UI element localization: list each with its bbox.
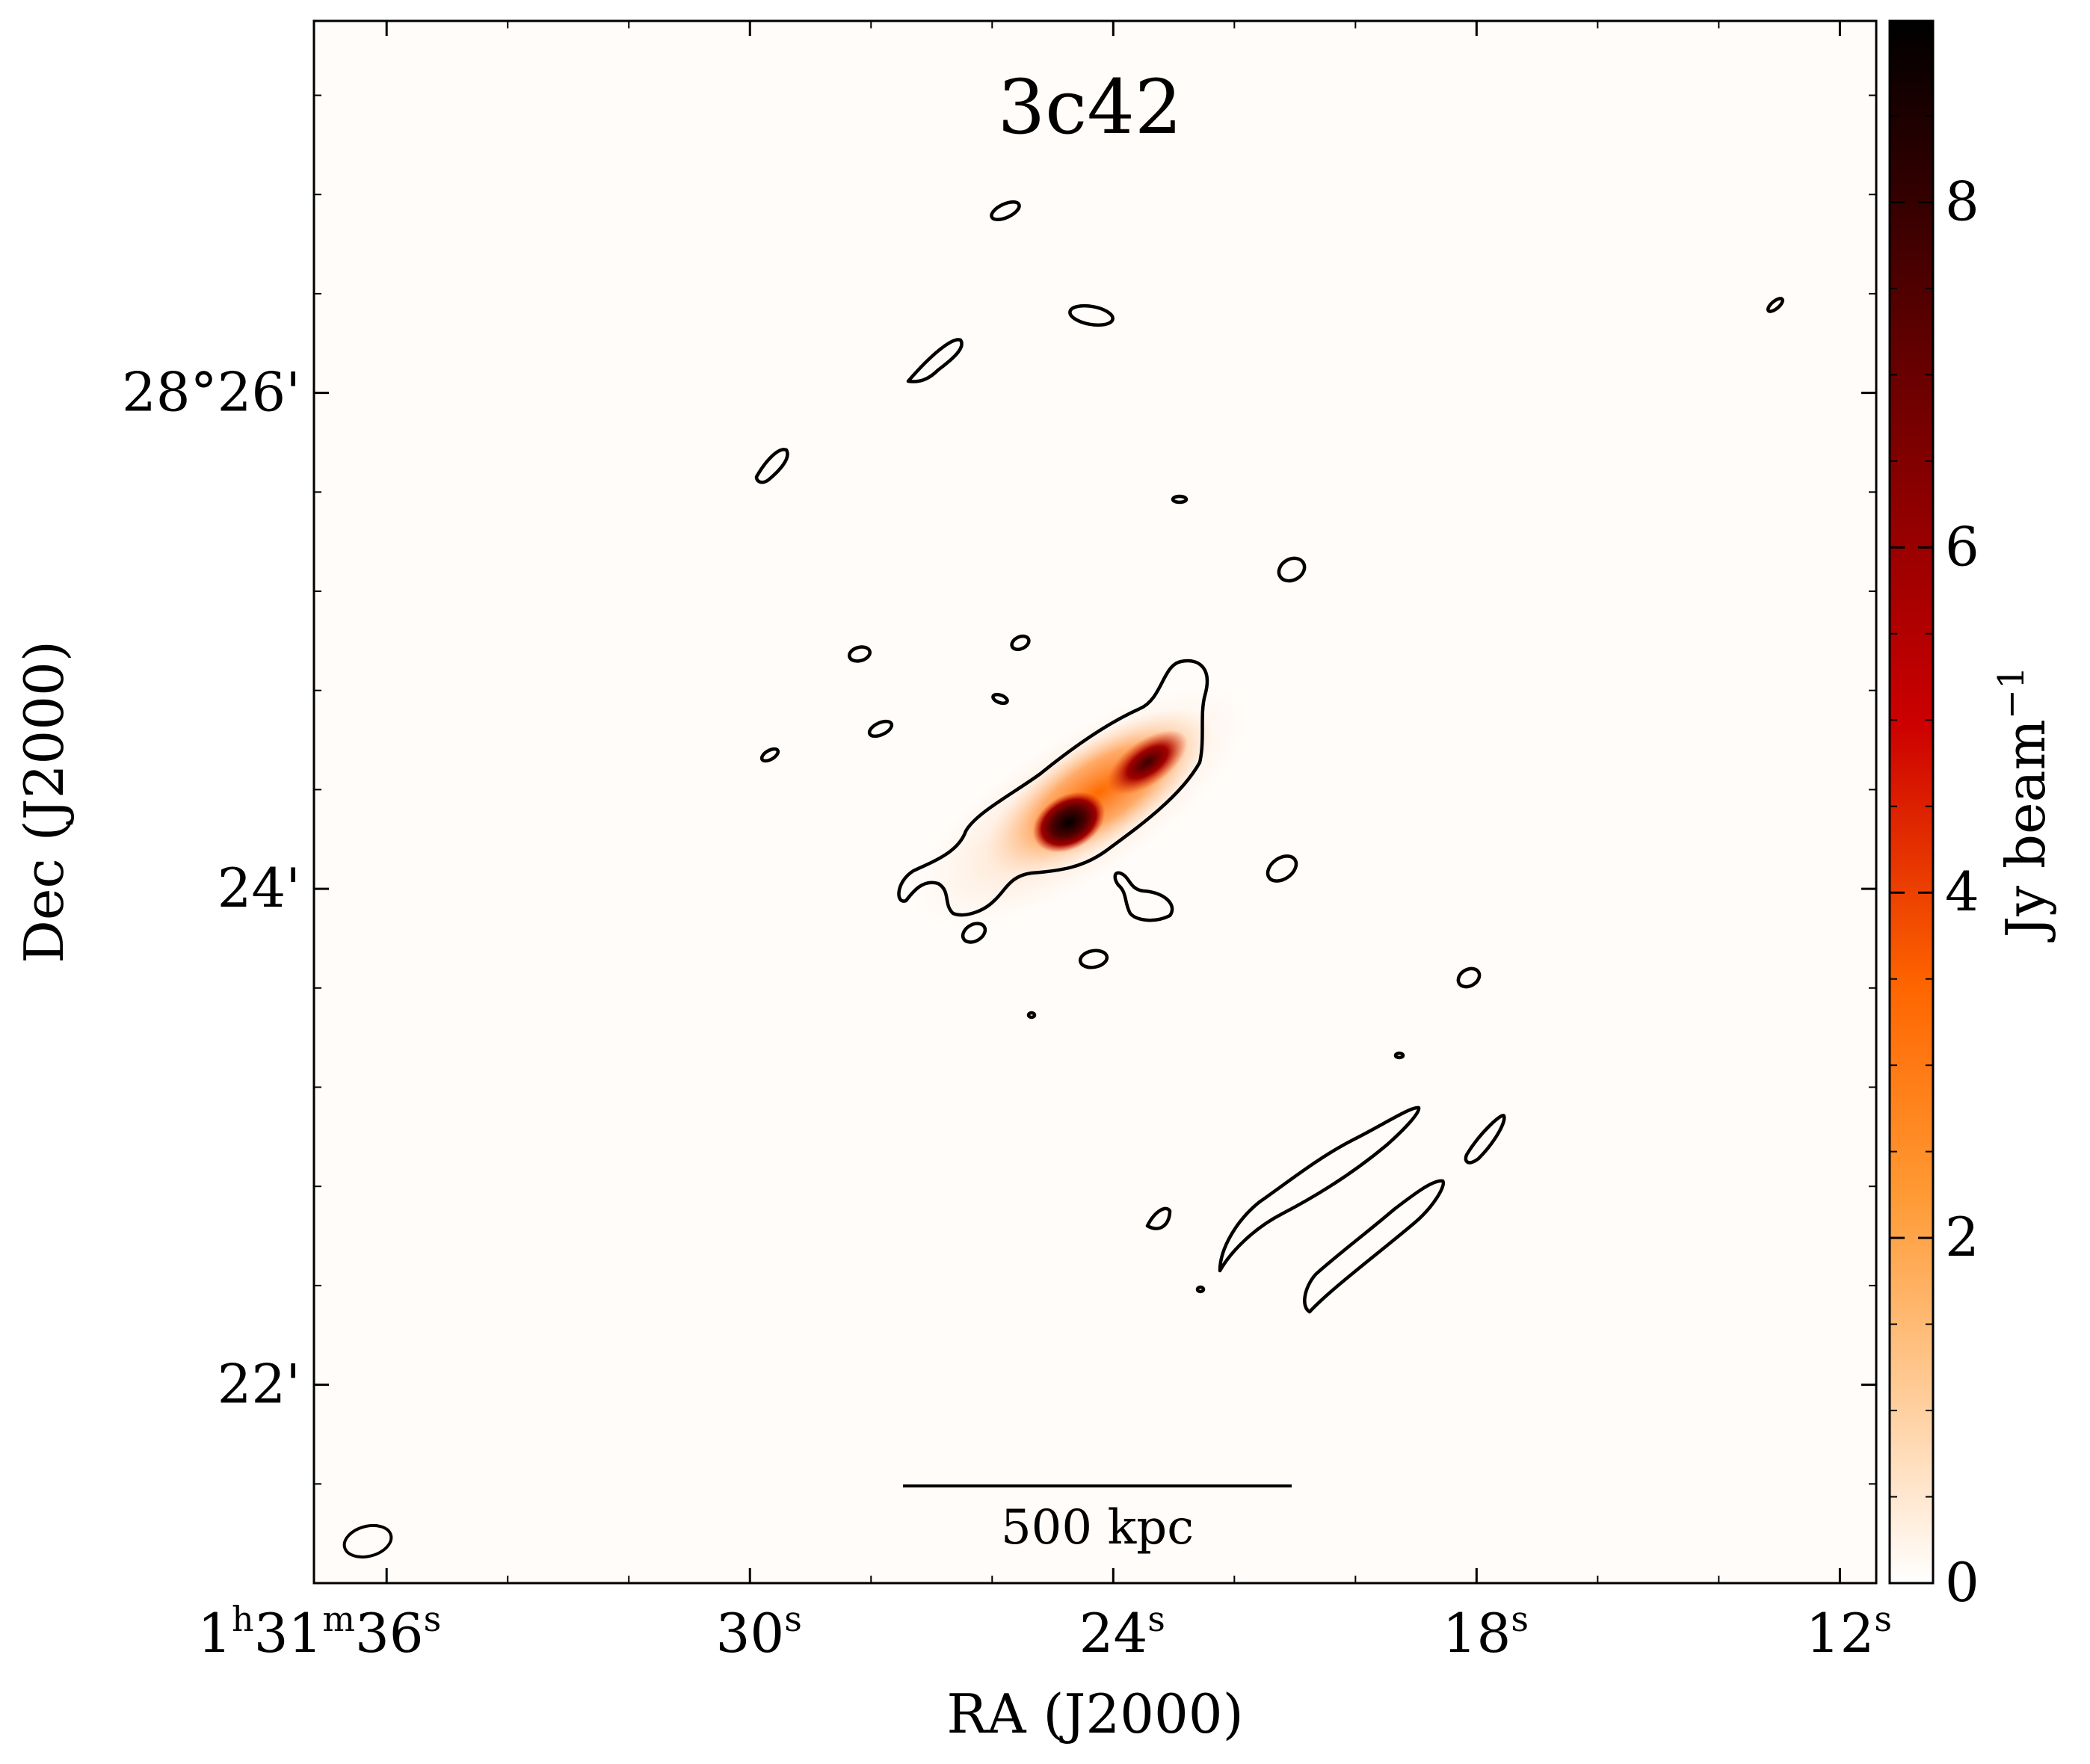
colorbar-tick-label: 4 — [1945, 860, 1979, 923]
x-tick-label: 24s — [1079, 1599, 1165, 1665]
x-tick-unit: h — [232, 1599, 254, 1639]
northwest-lobe — [1107, 730, 1188, 795]
plot-frame — [312, 19, 1878, 1585]
x-tick-value: 12 — [1806, 1602, 1875, 1665]
y-tick-label: 22' — [218, 1353, 300, 1416]
y-tick-label: 28°26' — [122, 361, 300, 424]
bright-core — [1032, 792, 1106, 853]
y-axis-label: Dec (J2000) — [13, 641, 75, 963]
x-tick-label: 30s — [716, 1599, 802, 1665]
x-tick-value: 24 — [1079, 1602, 1148, 1665]
contours — [754, 200, 1784, 1314]
scale-bar: 500 kpc — [903, 1484, 1292, 1555]
x-tick-unit: s — [1874, 1599, 1892, 1639]
scale-bar-label: 500 kpc — [1001, 1500, 1194, 1555]
colorbar-ticks: 0 2 4 6 8 — [1890, 28, 1979, 1614]
x-tick-value: 30 — [716, 1602, 785, 1665]
chart-title: 3c42 — [998, 64, 1183, 151]
x-tick-label: 1h31m36s — [197, 1599, 441, 1665]
x-tick-value: 36 — [355, 1602, 424, 1665]
x-axis-label: RA (J2000) — [946, 1683, 1243, 1745]
colorbar: 0 2 4 6 8 Jy beam−1 — [1888, 19, 2057, 1614]
colorbar-tick-label: 6 — [1945, 515, 1979, 578]
colorbar-label-main: Jy beam — [1994, 719, 2057, 943]
x-tick-unit: s — [784, 1599, 802, 1639]
x-tick-unit: s — [424, 1599, 442, 1639]
colorbar-label-exponent: −1 — [1991, 666, 2032, 719]
colorbar-label: Jy beam−1 — [1991, 666, 2057, 943]
emission-source — [912, 685, 1248, 929]
x-tick-unit: s — [1511, 1599, 1529, 1639]
contour-island — [1113, 871, 1174, 922]
colorbar-gradient — [1888, 19, 1935, 1585]
main-contour — [897, 659, 1209, 917]
x-tick-unit: s — [1147, 1599, 1165, 1639]
y-tick-label: 24' — [218, 857, 300, 919]
x-tick-value: 1 — [197, 1602, 232, 1665]
colorbar-tick-label: 8 — [1945, 170, 1979, 232]
x-tick-value: 18 — [1443, 1602, 1511, 1665]
colorbar-tick-label: 0 — [1945, 1551, 1979, 1614]
beam-ellipse — [342, 1523, 393, 1559]
x-tick-value: 31 — [254, 1602, 323, 1665]
x-tick-label: 12s — [1806, 1599, 1892, 1665]
image-panel: 500 kpc 3c42 — [314, 21, 1876, 1583]
x-tick-label: 18s — [1443, 1599, 1529, 1665]
colorbar-tick-label: 2 — [1945, 1206, 1979, 1268]
x-tick-unit: m — [322, 1599, 355, 1639]
